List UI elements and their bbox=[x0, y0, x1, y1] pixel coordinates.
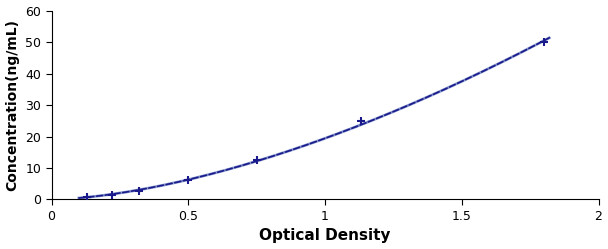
Y-axis label: Concentration(ng/mL): Concentration(ng/mL) bbox=[5, 19, 19, 191]
X-axis label: Optical Density: Optical Density bbox=[259, 228, 391, 244]
